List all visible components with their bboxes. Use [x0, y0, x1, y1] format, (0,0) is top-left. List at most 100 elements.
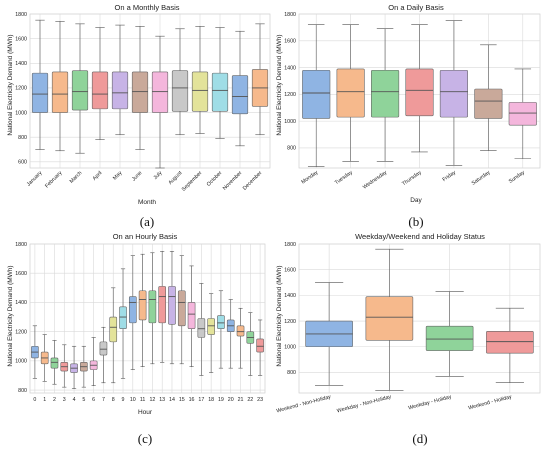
- daily-chart-title: On a Daily Basis: [388, 3, 444, 12]
- x-tick-label: 10: [130, 397, 136, 403]
- y-tick-label: 1400: [15, 300, 27, 306]
- box-november: [231, 30, 249, 147]
- iqr-box: [158, 286, 167, 324]
- monthly-y-axis-label: National Electricity Demand (MWh): [7, 34, 14, 135]
- box-june: [131, 26, 149, 150]
- box-23: [256, 319, 264, 376]
- box-tuesday: [336, 24, 365, 162]
- x-tick-label: 1: [43, 397, 46, 403]
- box-4: [70, 345, 78, 389]
- hourly-y-axis-label: National Electricity Demand (MWh): [7, 265, 14, 366]
- x-tick-label: 13: [159, 397, 165, 403]
- box-15: [177, 255, 186, 365]
- iqr-box: [365, 296, 414, 341]
- x-tick-label: 7: [102, 397, 105, 403]
- x-tick-label: 2: [53, 397, 56, 403]
- iqr-box: [177, 290, 186, 327]
- x-tick-label: 14: [169, 397, 175, 403]
- box-11: [138, 253, 147, 368]
- y-tick-label: 1600: [284, 39, 296, 45]
- x-tick-label: Weekday - Non-Holiday: [336, 394, 392, 414]
- panel-label-d: (d): [412, 431, 427, 446]
- iqr-box: [128, 296, 137, 324]
- box-weekday-non-holiday: [365, 248, 414, 391]
- panel-label-b: (b): [408, 214, 423, 229]
- box-may: [111, 24, 129, 136]
- y-tick-label: 1400: [284, 65, 296, 71]
- x-tick-label: December: [242, 170, 264, 192]
- x-tick-label: February: [44, 170, 63, 189]
- iqr-box: [99, 341, 108, 356]
- box-9: [119, 268, 127, 379]
- hourly-boxplot-chart: On an Hourly Basis National Electricity …: [7, 232, 266, 416]
- x-tick-label: 4: [73, 397, 76, 403]
- y-tick-label: 600: [18, 160, 27, 166]
- iqr-box: [31, 72, 49, 113]
- box-3: [60, 344, 69, 388]
- y-tick-label: 1800: [15, 12, 27, 18]
- iqr-box: [207, 318, 215, 335]
- x-tick-label: Weekend - Holiday: [468, 394, 513, 411]
- y-tick-label: 1400: [284, 293, 296, 299]
- iqr-box: [71, 70, 89, 111]
- daily-x-axis-label: Day: [410, 197, 422, 204]
- box-weekend-non-holiday: [305, 282, 353, 386]
- y-tick-label: 800: [287, 146, 296, 152]
- box-weekday-holiday: [425, 291, 474, 377]
- y-tick-label: 1800: [15, 242, 27, 248]
- iqr-box: [439, 69, 468, 118]
- y-tick-label: 1600: [15, 36, 27, 42]
- box-2: [50, 340, 59, 385]
- box-20: [226, 299, 235, 369]
- x-tick-label: Wednesday: [362, 170, 389, 191]
- x-tick-label: Saturday: [471, 170, 492, 187]
- plot-area: [29, 243, 266, 394]
- y-tick-label: 1000: [284, 119, 296, 125]
- iqr-box: [211, 72, 229, 112]
- x-tick-label: Tuesday: [334, 170, 354, 187]
- x-tick-label: March: [69, 170, 84, 185]
- box-monday: [302, 24, 331, 167]
- x-tick-label: 11: [140, 397, 146, 403]
- iqr-box: [508, 102, 537, 126]
- x-tick-label: Thursday: [401, 170, 423, 188]
- box-16: [187, 265, 196, 368]
- iqr-box: [131, 71, 149, 113]
- hourly-x-axis-label: Hour: [138, 409, 153, 416]
- iqr-box: [148, 290, 157, 324]
- holiday-y-axis-label: National Electricity Demand (MWh): [276, 265, 283, 366]
- iqr-box: [217, 315, 225, 330]
- plot-area: [29, 13, 271, 169]
- x-tick-label: 9: [122, 397, 125, 403]
- y-tick-label: 1000: [284, 345, 296, 351]
- y-tick-label: 800: [18, 135, 27, 141]
- box-1: [40, 334, 49, 382]
- x-tick-label: June: [131, 170, 143, 182]
- iqr-box: [231, 75, 249, 115]
- x-tick-label: 8: [112, 397, 115, 403]
- x-tick-label: 18: [208, 397, 214, 403]
- daily-y-axis-label: National Electricity Demand (MWh): [276, 34, 283, 135]
- x-tick-label: 19: [218, 397, 224, 403]
- y-tick-label: 1800: [284, 242, 296, 248]
- x-tick-label: 15: [179, 397, 185, 403]
- iqr-box: [336, 68, 365, 118]
- x-tick-label: 12: [149, 397, 155, 403]
- y-tick-label: 800: [18, 388, 27, 394]
- iqr-box: [91, 71, 109, 110]
- y-tick-label: 1200: [15, 86, 27, 92]
- x-tick-label: May: [112, 170, 124, 182]
- x-tick-label: Weekend - Non-Holiday: [276, 394, 332, 414]
- box-19: [217, 290, 225, 369]
- iqr-box: [474, 88, 503, 119]
- y-tick-label: 1000: [15, 110, 27, 116]
- iqr-box: [197, 318, 206, 338]
- iqr-box: [151, 71, 169, 113]
- box-14: [168, 251, 176, 365]
- iqr-box: [425, 325, 474, 351]
- box-february: [51, 21, 69, 152]
- x-tick-label: 17: [198, 397, 204, 403]
- box-august: [171, 28, 189, 136]
- y-tick-label: 1200: [15, 329, 27, 335]
